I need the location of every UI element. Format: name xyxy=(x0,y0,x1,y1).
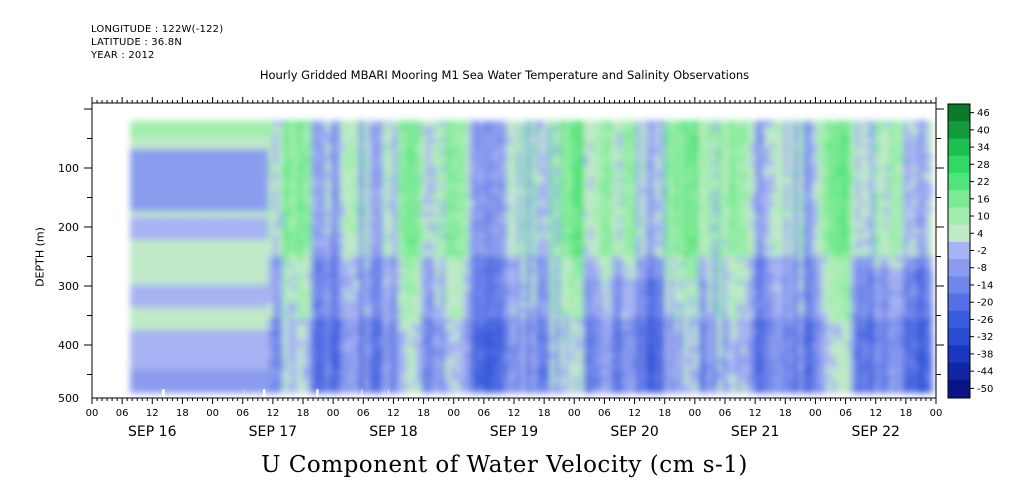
colorbar-swatch xyxy=(948,172,970,191)
x-axis-label: U Component of Water Velocity (cm s-1) xyxy=(261,452,748,478)
x-tick-label: 06 xyxy=(116,408,129,419)
colorbar-label: -20 xyxy=(977,298,993,309)
x-tick-label: 18 xyxy=(658,408,671,419)
y-tick-label: 300 xyxy=(58,280,79,293)
y-tick-label: 500 xyxy=(58,392,79,405)
colorbar-label: -44 xyxy=(977,367,993,378)
x-day-label: SEP 21 xyxy=(731,424,779,440)
colorbar-swatch xyxy=(948,362,970,381)
colorbar-label: 28 xyxy=(977,160,990,171)
x-tick-label: 12 xyxy=(508,408,521,419)
x-tick-label: 18 xyxy=(779,408,792,419)
colorbar-swatch xyxy=(948,155,970,174)
x-tick-label: 18 xyxy=(176,408,189,419)
colorbar-swatch xyxy=(948,328,970,346)
x-day-label: SEP 22 xyxy=(851,424,899,440)
x-tick-label: 18 xyxy=(899,408,912,419)
colorbar-label: -14 xyxy=(977,280,993,291)
x-day-label: SEP 19 xyxy=(490,424,538,440)
latitude-label: LATITUDE : 36.8N xyxy=(91,37,183,48)
colorbar-label: 40 xyxy=(977,125,990,136)
colorbar-swatch xyxy=(948,276,970,295)
colorbar-swatch xyxy=(948,379,970,398)
x-tick-label: 06 xyxy=(236,408,249,419)
colorbar-swatch xyxy=(948,224,970,243)
x-tick-label: 06 xyxy=(357,408,370,419)
heatmap xyxy=(130,120,933,398)
x-day-label: SEP 20 xyxy=(610,424,658,440)
colorbar-label: 10 xyxy=(977,212,990,223)
colorbar-swatch xyxy=(948,104,970,122)
colorbar-frame xyxy=(947,103,971,399)
colorbar: 46 40 34 28 22 16 10 4 -2 -8 -14 -20 -26 -32 -38 -44 -50 xyxy=(947,103,993,399)
colorbar-label: 46 xyxy=(977,108,990,119)
y-axis-label: DEPTH (m) xyxy=(33,227,47,287)
y-tick-label: 100 xyxy=(58,162,79,175)
x-tick-label: 00 xyxy=(206,408,219,419)
x-tick-label: 00 xyxy=(568,408,581,419)
colorbar-label: -2 xyxy=(977,246,987,257)
x-tick-label: 00 xyxy=(809,408,822,419)
x-axis: 00 06 12 18 00 06 12 18 00 06 12 18 00 06 12 18 00 06 12 18… xyxy=(86,97,943,440)
chart-title: Hourly Gridded MBARI Mooring M1 Sea Wate… xyxy=(259,68,750,82)
x-tick-label: 18 xyxy=(297,408,310,419)
x-day-label: SEP 16 xyxy=(128,424,177,440)
y-tick-label: 400 xyxy=(58,339,79,352)
x-tick-label: 06 xyxy=(719,408,732,419)
colorbar-label: 22 xyxy=(977,177,990,188)
x-tick-label: 06 xyxy=(598,408,611,419)
x-tick-label: 12 xyxy=(266,408,279,419)
colorbar-swatch xyxy=(948,207,970,226)
x-tick-label: 12 xyxy=(387,408,400,419)
x-tick-label: 18 xyxy=(417,408,430,419)
colorbar-swatch xyxy=(948,121,970,139)
x-tick-label: 12 xyxy=(146,408,159,419)
x-tick-label: 00 xyxy=(86,408,99,419)
colorbar-label: 4 xyxy=(977,229,983,240)
x-day-label: SEP 17 xyxy=(249,424,297,440)
colorbar-swatch xyxy=(948,138,970,157)
colorbar-swatch xyxy=(948,345,970,364)
colorbar-label: -26 xyxy=(977,315,993,326)
colorbar-label: 16 xyxy=(977,194,990,205)
longitude-label: LONGITUDE : 122W(-122) xyxy=(91,24,224,35)
y-axis: 100 200 300 400 500 xyxy=(58,108,944,405)
x-day-label: SEP 18 xyxy=(369,424,417,440)
colorbar-label: 34 xyxy=(977,143,990,154)
colorbar-label: -8 xyxy=(977,263,987,274)
year-label: YEAR : 2012 xyxy=(91,50,155,61)
x-tick-label: 18 xyxy=(538,408,551,419)
colorbar-swatch xyxy=(948,310,970,329)
x-tick-label: 12 xyxy=(749,408,762,419)
x-tick-label: 00 xyxy=(447,408,460,419)
x-tick-label: 00 xyxy=(688,408,701,419)
x-tick-label: 12 xyxy=(628,408,641,419)
x-tick-label: 06 xyxy=(839,408,852,419)
y-tick-label: 200 xyxy=(58,221,79,234)
colorbar-label: -38 xyxy=(977,349,993,360)
x-tick-label: 00 xyxy=(930,408,943,419)
colorbar-swatch xyxy=(948,190,970,208)
colorbar-label: -50 xyxy=(977,384,993,395)
colorbar-swatch xyxy=(948,241,970,260)
colorbar-swatch xyxy=(948,293,970,312)
x-tick-label: 12 xyxy=(869,408,882,419)
x-tick-label: 00 xyxy=(327,408,340,419)
colorbar-swatch xyxy=(948,259,970,277)
x-tick-label: 06 xyxy=(477,408,490,419)
colorbar-label: -32 xyxy=(977,332,993,343)
